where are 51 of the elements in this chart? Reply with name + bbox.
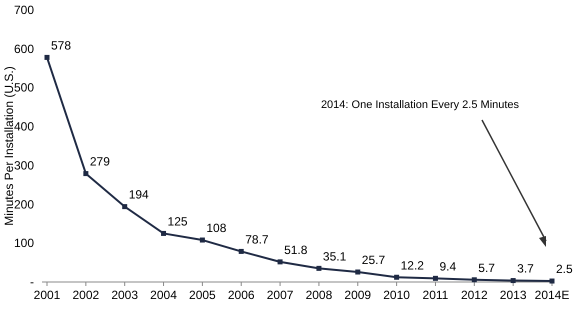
point bbox=[200, 238, 205, 243]
x-tick-label: 2011 bbox=[422, 288, 449, 302]
x-tick-label: 2014E bbox=[534, 288, 570, 302]
data-label: 194 bbox=[128, 188, 150, 202]
x-tick-label: 2006 bbox=[228, 288, 255, 302]
data-label: 578 bbox=[51, 38, 72, 52]
x-tick-label: 2004 bbox=[150, 288, 178, 302]
annotation: 2014: One Installation Every 2.5 Minutes bbox=[320, 99, 520, 111]
data-label: 108 bbox=[206, 221, 227, 236]
x-tick-label: 2002 bbox=[72, 288, 100, 302]
point bbox=[550, 278, 554, 284]
point bbox=[432, 276, 438, 281]
data-label: 12.2 bbox=[400, 258, 424, 272]
point bbox=[161, 230, 166, 236]
y-tick-label: 500 bbox=[14, 80, 34, 95]
y-tick-label: 400 bbox=[14, 120, 34, 134]
point bbox=[394, 274, 400, 280]
point bbox=[472, 277, 477, 282]
x-tick-label: 2009 bbox=[344, 288, 372, 302]
point bbox=[316, 266, 322, 271]
x-tick-label: 2003 bbox=[111, 288, 138, 302]
y-tick-label: 100 bbox=[14, 236, 34, 250]
data-label: 5.7 bbox=[478, 260, 496, 275]
x-tick-label: 2007 bbox=[266, 288, 294, 302]
data-label: 279 bbox=[90, 154, 110, 169]
data-label: 25.7 bbox=[362, 253, 386, 268]
x-tick-label: 2013 bbox=[500, 288, 527, 302]
point bbox=[238, 248, 244, 254]
point bbox=[510, 278, 516, 284]
x-tick-label: 2005 bbox=[189, 288, 216, 302]
point bbox=[355, 270, 360, 275]
y-tick-label: - bbox=[30, 275, 34, 289]
data-label: 3.7 bbox=[517, 262, 534, 276]
y-tick-label: 200 bbox=[14, 197, 34, 212]
x-tick-label: 2008 bbox=[306, 288, 333, 302]
data-label: 9.4 bbox=[439, 259, 456, 274]
point bbox=[83, 171, 88, 176]
y-tick-label: 700 bbox=[14, 3, 34, 17]
data-label: 125 bbox=[168, 214, 188, 228]
point bbox=[122, 204, 128, 210]
data-label: 78.7 bbox=[245, 232, 269, 246]
y-tick-label: 600 bbox=[14, 42, 34, 56]
point bbox=[44, 54, 50, 60]
x-tick-label: 2001 bbox=[34, 288, 61, 302]
x-tick-label: 2010 bbox=[383, 288, 410, 302]
x-tick-label: 2012 bbox=[460, 288, 488, 302]
y-tick-label: 300 bbox=[14, 158, 34, 172]
data-label: 35.1 bbox=[322, 249, 347, 264]
data-label: 2.5 bbox=[556, 262, 574, 276]
data-label: 51.8 bbox=[284, 242, 308, 257]
point bbox=[278, 259, 283, 264]
